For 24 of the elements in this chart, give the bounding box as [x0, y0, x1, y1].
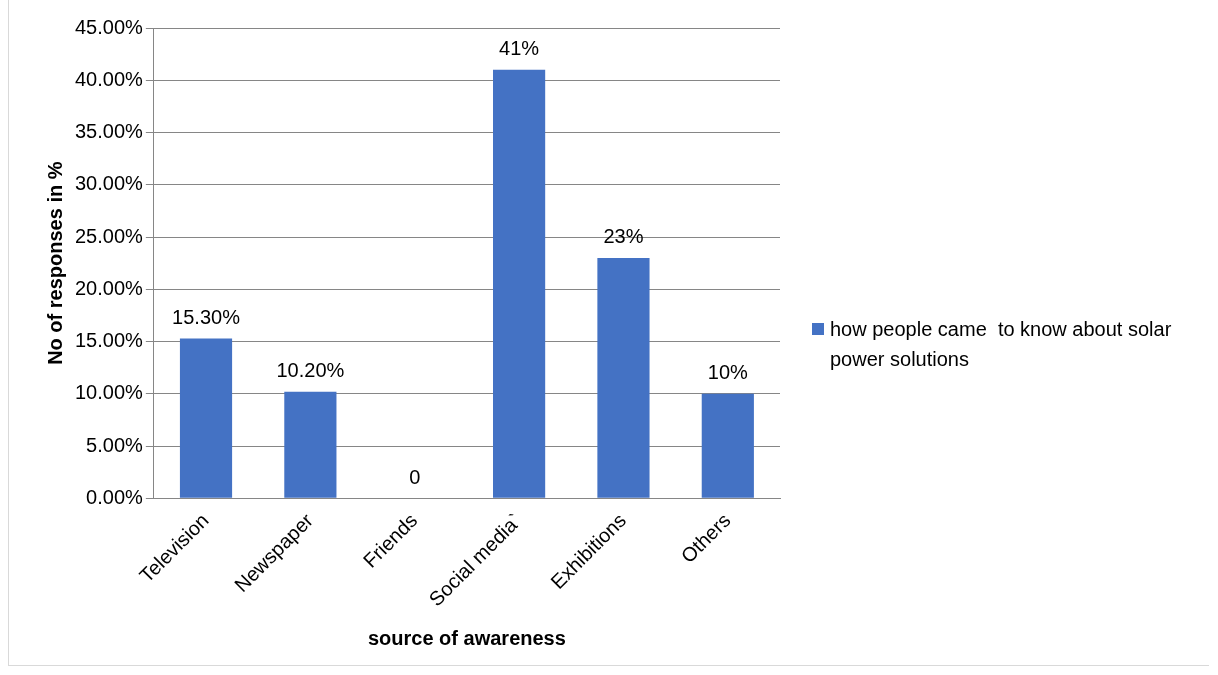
data-label: 41% — [499, 37, 540, 60]
data-label: 10% — [707, 361, 749, 384]
data-label: 0 — [409, 465, 421, 488]
bar — [284, 391, 337, 498]
y-tick-label: 20.00% — [74, 276, 144, 299]
y-tick-label: 45.00% — [74, 15, 144, 38]
y-tick-label: 40.00% — [74, 67, 144, 90]
y-axis-title: No of responses in % — [43, 161, 66, 365]
y-tick-label: 0.00% — [86, 485, 144, 508]
bar — [493, 69, 546, 498]
bar — [179, 338, 233, 498]
y-tick-label: 30.00% — [74, 172, 144, 195]
data-label: 10.20% — [276, 359, 345, 382]
y-tick-label: 5.00% — [86, 433, 144, 456]
y-tick-label: 25.00% — [74, 224, 144, 247]
data-label: 15.30% — [172, 305, 241, 328]
bar — [597, 257, 650, 498]
x-axis-title: source of awareness — [367, 626, 566, 649]
data-label: 23% — [603, 225, 644, 248]
y-tick-label: 15.00% — [74, 329, 144, 352]
bar — [701, 393, 754, 498]
y-tick-label: 35.00% — [74, 120, 144, 143]
legend-label: how people came to know about solar power solutions — [830, 317, 1173, 372]
y-tick-label: 10.00% — [74, 381, 144, 404]
